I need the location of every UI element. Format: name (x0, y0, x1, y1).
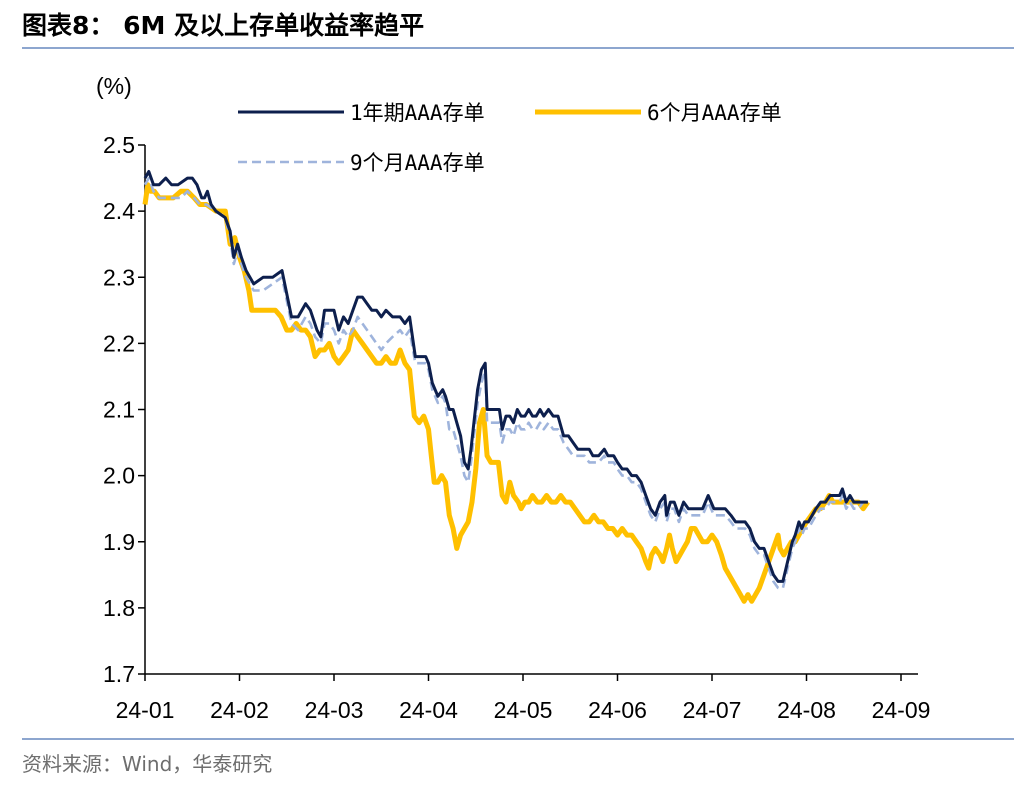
x-tick-label: 24-08 (777, 697, 836, 723)
x-tick-label: 24-09 (872, 697, 931, 723)
bottom-divider (22, 738, 1014, 740)
x-tick-label: 24-03 (305, 697, 364, 723)
x-tick-labels: 24-01 24-02 24-03 24-04 24-05 24-06 24-07 24-08… (116, 697, 931, 723)
y-tick-label: 1.9 (103, 529, 135, 555)
top-divider (22, 47, 1014, 49)
page-title: 图表8： 6M 及以上存单收益率趋平 (22, 11, 425, 40)
axes (138, 144, 918, 681)
legend-label-0: 1年期AAA存单 (350, 101, 485, 125)
y-tick-label: 1.7 (103, 661, 135, 687)
y-tick-label: 2.3 (103, 264, 135, 290)
legend-label-2: 9个月AAA存单 (350, 151, 485, 175)
y-tick-label: 2.0 (103, 463, 135, 489)
x-tick-label: 24-05 (494, 697, 553, 723)
y-tick-label: 2.1 (103, 397, 135, 423)
x-tick-label: 24-06 (588, 697, 647, 723)
y-tick-label: 1.8 (103, 595, 135, 621)
x-tick-label: 24-02 (210, 697, 269, 723)
series-line-0 (143, 170, 868, 583)
x-tick-label: 24-04 (399, 697, 458, 723)
series-line-2 (143, 176, 868, 590)
series-lines (142, 170, 870, 604)
series-line-1 (142, 182, 870, 604)
y-tick-labels: 1.7 1.8 1.9 2.0 2.1 2.2 2.3 2.4 2.5 (103, 132, 135, 687)
source-note: 资料来源：Wind，华泰研究 (22, 752, 273, 776)
legend: 1年期AAA存单 6个月AAA存单 9个月AAA存单 (238, 101, 782, 175)
y-tick-label: 2.5 (103, 132, 135, 158)
y-axis-unit-label: (%) (96, 73, 132, 99)
x-tick-label: 24-07 (683, 697, 742, 723)
x-tick-label: 24-01 (116, 697, 175, 723)
y-tick-label: 2.2 (103, 330, 135, 356)
legend-label-1: 6个月AAA存单 (647, 101, 782, 125)
y-tick-label: 2.4 (103, 198, 135, 224)
